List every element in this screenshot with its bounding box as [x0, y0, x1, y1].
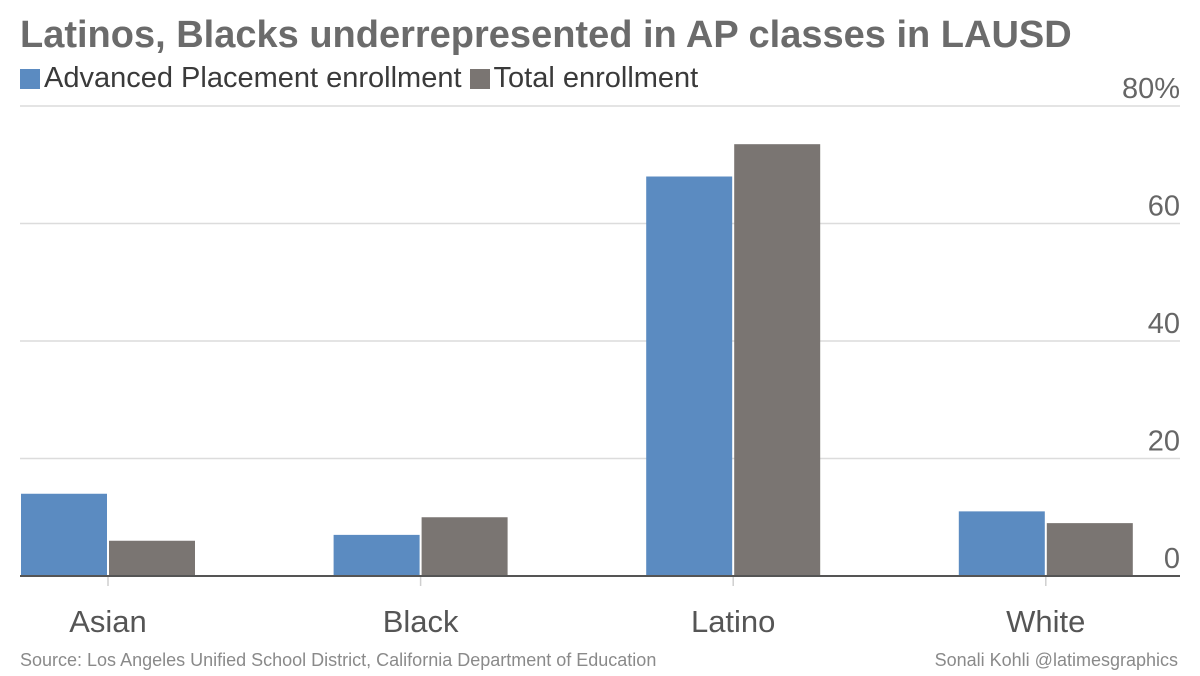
y-tick-label-0: 0 [1164, 543, 1180, 575]
legend-label-ap: Advanced Placement enrollment [44, 62, 462, 94]
y-tick-label-3: 60 [1148, 191, 1180, 223]
bar-asian-ap [21, 493, 107, 576]
source-note: Source: Los Angeles Unified School Distr… [20, 650, 657, 670]
x-tick-label-black: Black [383, 604, 459, 639]
legend-swatch-ap [20, 68, 40, 89]
bar-asian-total [109, 540, 195, 576]
bar-latino-total [734, 144, 821, 576]
legend-item-total: Total enrollment [469, 62, 699, 95]
bar-white-total [1046, 523, 1133, 576]
legend-item-ap: Advanced Placement enrollment [20, 62, 462, 95]
legend-label-total: Total enrollment [493, 62, 699, 94]
bar-black-total [421, 517, 508, 576]
x-tick-label-white: White [1006, 604, 1085, 639]
credit-note: Sonali Kohli @latimesgraphics [934, 650, 1178, 670]
bar-latino-ap [646, 176, 733, 576]
bar-black-ap [333, 534, 420, 576]
y-tick-label-1: 20 [1148, 426, 1180, 458]
y-tick-label-2: 40 [1148, 308, 1180, 340]
x-tick-label-asian: Asian [69, 604, 147, 639]
chart-title: Latinos, Blacks underrepresented in AP c… [20, 14, 1072, 56]
x-tick-label-latino: Latino [691, 604, 775, 639]
legend-swatch-total [469, 68, 490, 89]
bar-white-ap [958, 511, 1045, 576]
y-tick-label-4: 80% [1122, 73, 1180, 105]
legend: Advanced Placement enrollment Total enro… [20, 62, 706, 95]
